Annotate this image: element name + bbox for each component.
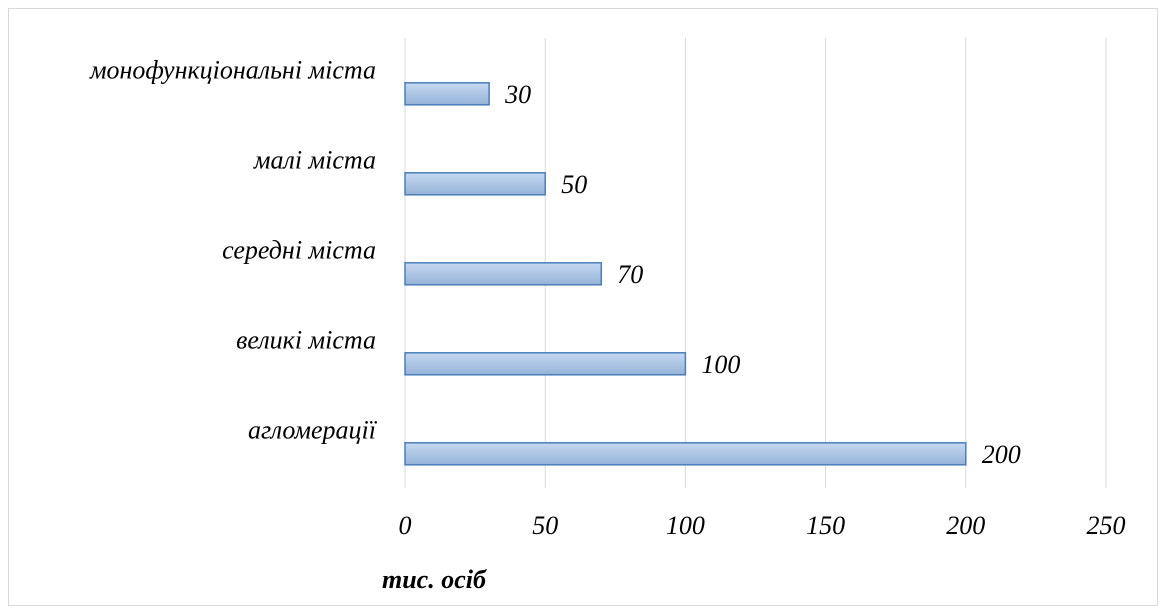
data-label: 200 <box>982 440 1021 469</box>
category-label: великі міста <box>236 326 376 355</box>
category-labels: монофункціональні міста малі міста середні… <box>89 56 378 445</box>
x-tick-label: 0 <box>399 511 412 540</box>
x-tick-label: 200 <box>946 511 985 540</box>
data-label: 30 <box>504 80 531 109</box>
category-label: агломерації <box>248 416 378 445</box>
x-axis-title: тис. осіб <box>382 565 487 594</box>
bar-5 <box>405 443 966 465</box>
x-tick-label: 250 <box>1087 511 1126 540</box>
x-tick-label: 100 <box>666 511 705 540</box>
x-tick-label: 50 <box>532 511 558 540</box>
category-label: монофункціональні міста <box>89 56 376 85</box>
x-tick-label: 150 <box>806 511 845 540</box>
x-tick-labels: 0 50 100 150 200 250 <box>399 511 1126 540</box>
data-label: 70 <box>617 260 643 289</box>
bar-2 <box>405 173 545 195</box>
bar-4 <box>405 353 685 375</box>
bar-1 <box>405 83 489 105</box>
bar-3 <box>405 263 601 285</box>
data-label: 50 <box>561 170 587 199</box>
category-label: малі міста <box>253 146 376 175</box>
data-label: 100 <box>701 350 740 379</box>
category-label: середні міста <box>222 236 376 265</box>
